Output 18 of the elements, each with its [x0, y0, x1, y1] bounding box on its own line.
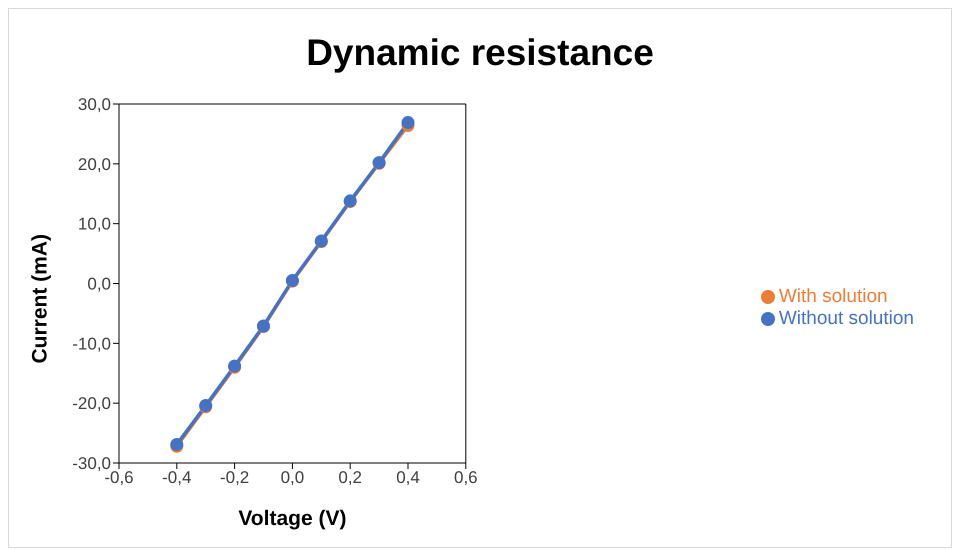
x-tick-label: -0,4	[162, 468, 192, 488]
y-tick-label: -10,0	[72, 334, 111, 354]
y-tick-label: 30,0	[78, 95, 111, 114]
x-tick-label: 0,0	[280, 468, 304, 488]
y-tick-label: 0,0	[87, 274, 111, 294]
chart-title: Dynamic resistance	[305, 31, 655, 73]
legend-label: Without solution	[778, 308, 914, 329]
y-tick-label: -20,0	[72, 394, 111, 414]
y-tick-label: 20,0	[78, 154, 111, 174]
y-tick-label: 10,0	[78, 214, 111, 234]
x-tick-label: 0,2	[338, 468, 362, 488]
y-axis-title: Current (mA)	[28, 234, 52, 364]
x-tick-label: -0,2	[220, 468, 250, 488]
x-tick-label: 0,4	[396, 468, 420, 488]
x-axis-title: Voltage (V)	[238, 507, 346, 530]
x-tick-label: 0,6	[454, 468, 478, 488]
point	[402, 116, 415, 130]
legend-label: With solution	[778, 286, 888, 307]
